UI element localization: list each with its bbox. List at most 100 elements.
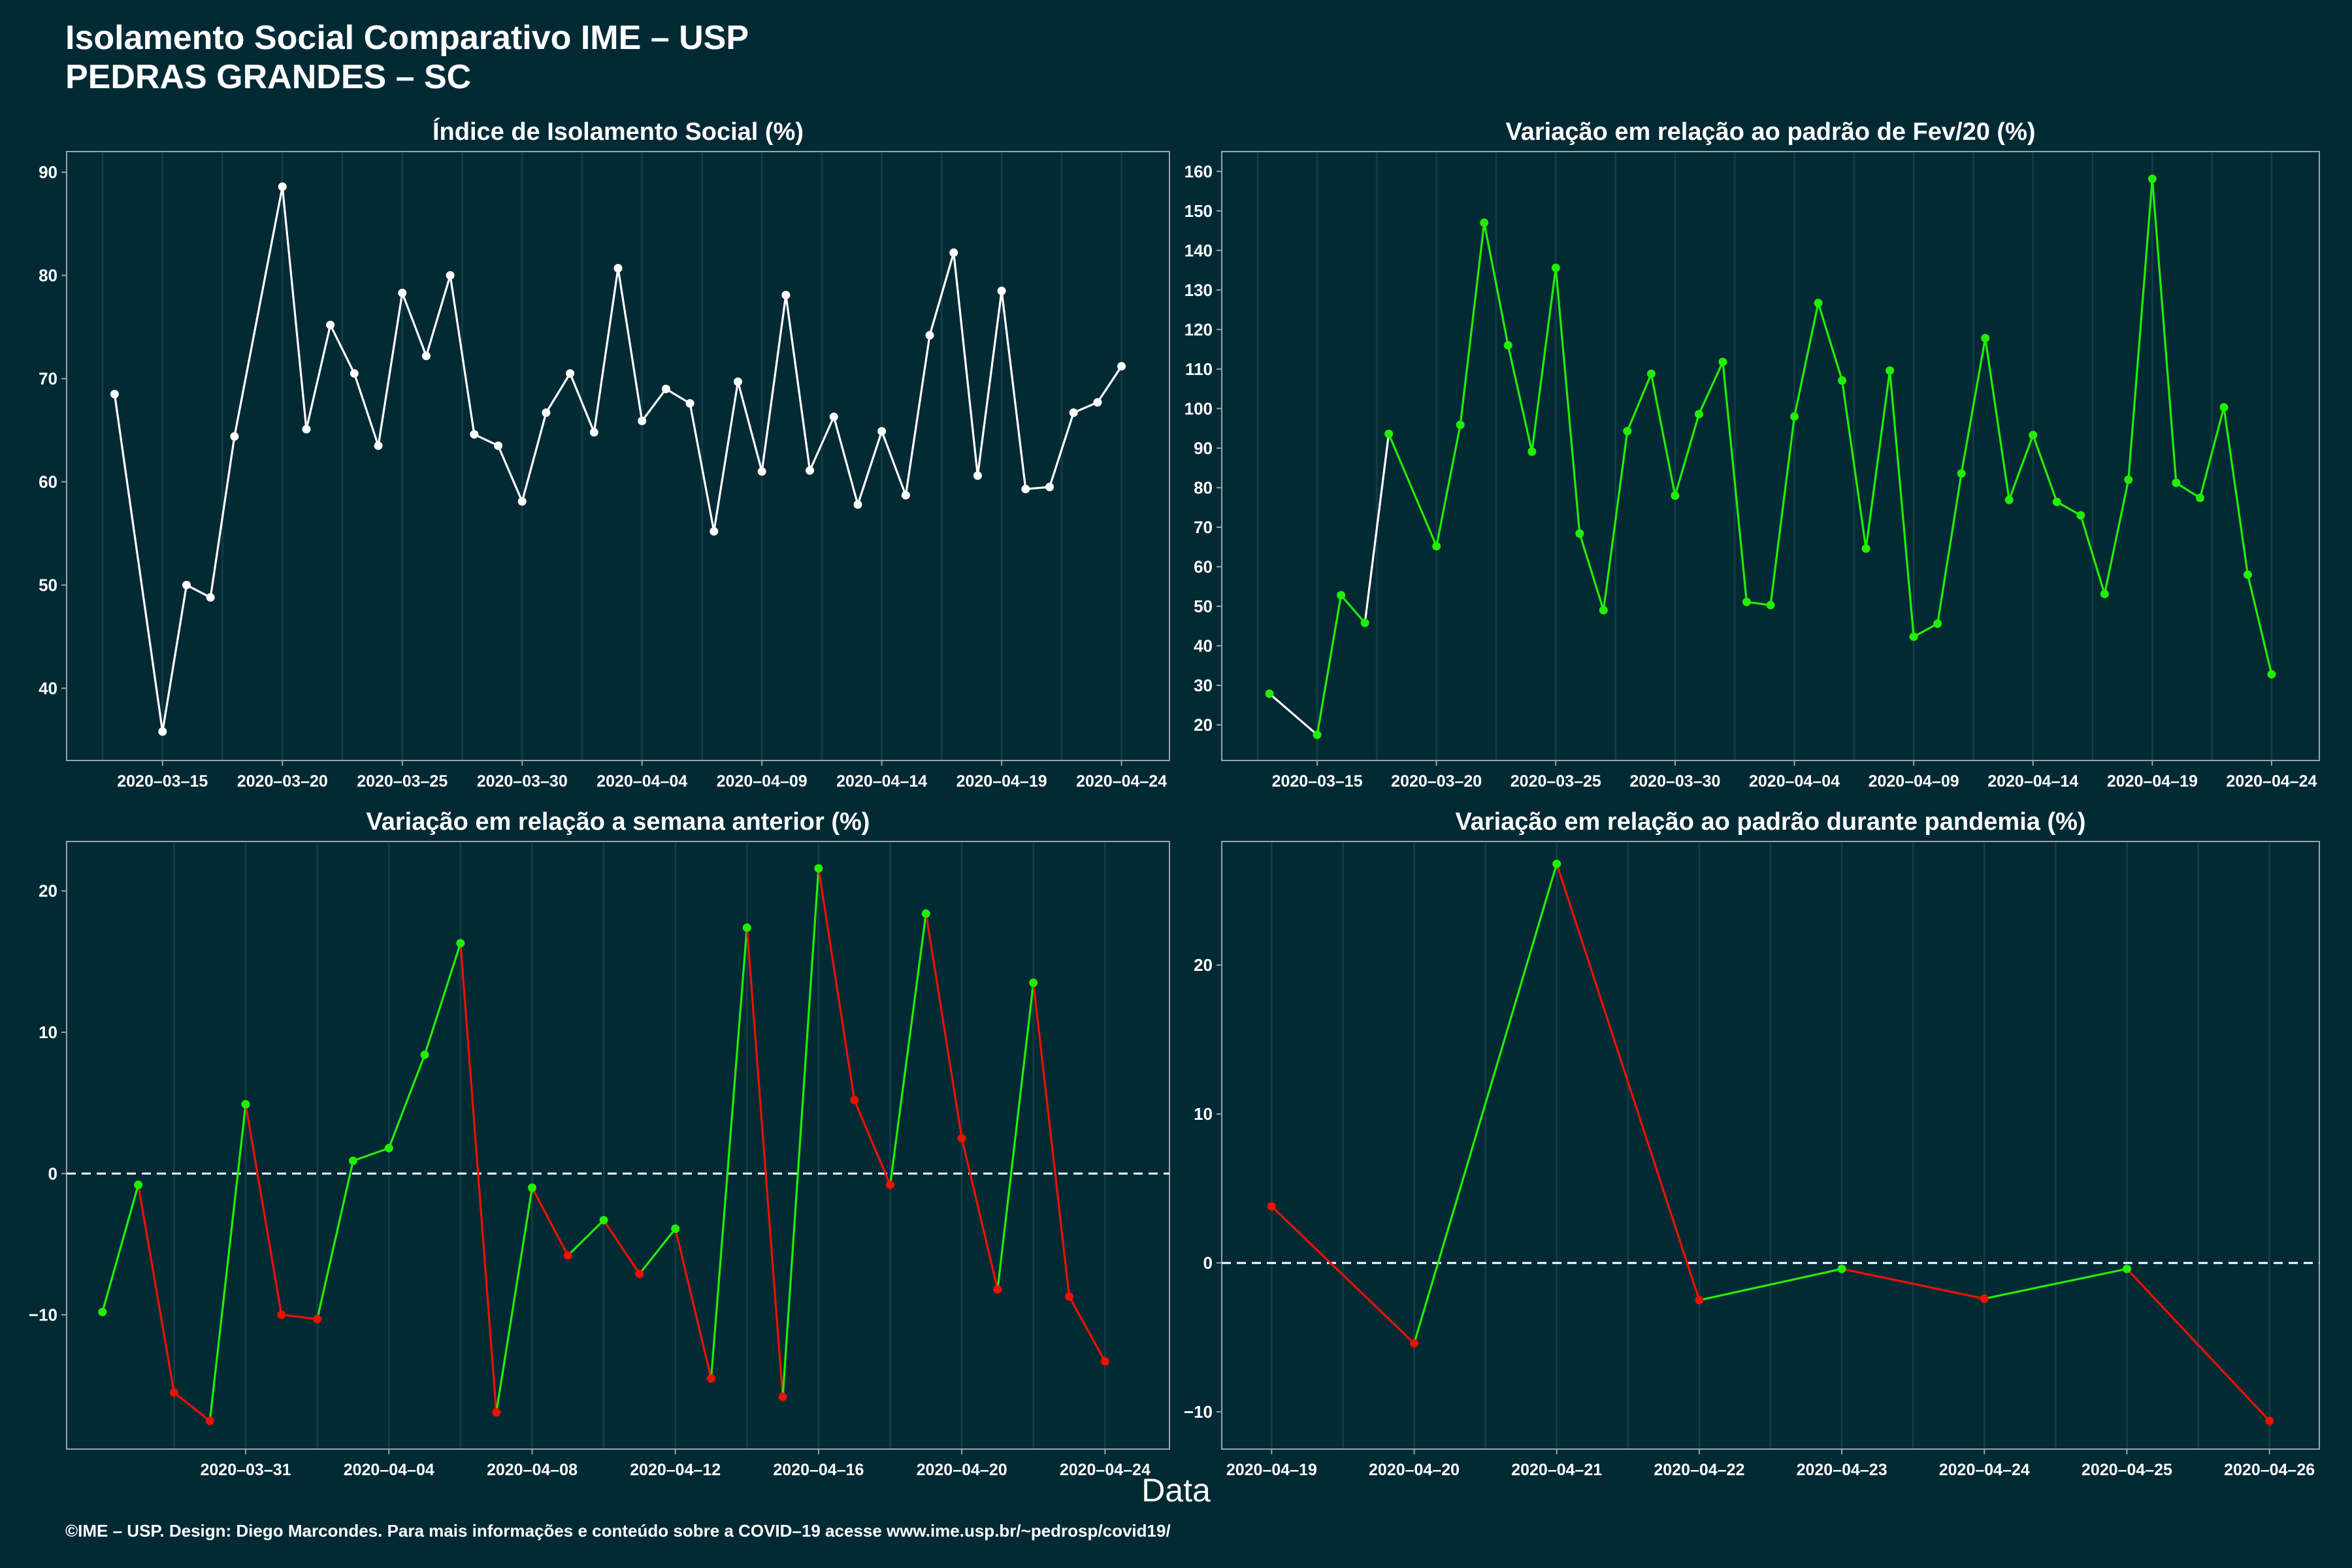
data-point	[182, 580, 191, 589]
series-segment	[1626, 373, 1652, 432]
data-point	[1837, 1264, 1846, 1273]
series-segment	[928, 252, 955, 336]
data-point	[1695, 1296, 1704, 1305]
series-segment	[976, 291, 1003, 476]
series-segment	[233, 186, 284, 437]
data-point	[527, 1183, 536, 1192]
data-point	[2148, 174, 2157, 184]
series-segment	[832, 416, 859, 505]
chart-title: Variação em relação a semana anterior (%…	[367, 808, 870, 836]
data-point	[613, 264, 623, 273]
series-segment	[889, 913, 927, 1185]
series-segment	[567, 1219, 605, 1256]
data-point	[421, 351, 431, 361]
series-segment	[996, 983, 1035, 1290]
data-point	[350, 369, 359, 378]
series-segment	[449, 275, 476, 435]
series-segment	[173, 1392, 211, 1422]
data-point	[1957, 469, 1966, 478]
x-tick-label: 2020–03–30	[1629, 772, 1720, 791]
series-segment	[305, 325, 332, 430]
data-point	[1337, 591, 1346, 600]
series-segment	[208, 1104, 247, 1421]
chart-title: Índice de Isolamento Social (%)	[433, 117, 804, 146]
data-point	[1480, 218, 1489, 227]
data-point	[1527, 447, 1537, 456]
series-segment	[137, 1184, 175, 1393]
data-point	[949, 248, 958, 257]
series-segment	[1073, 401, 1098, 414]
x-tick-label: 2020–04–24	[1939, 1461, 2030, 1479]
y-tick-label: 60	[39, 472, 57, 491]
data-point	[973, 471, 982, 480]
data-point	[921, 909, 930, 918]
data-point	[1045, 482, 1054, 491]
series-segment	[2127, 178, 2153, 480]
series-segment	[593, 268, 619, 433]
series-segment	[1889, 370, 1915, 637]
series-segment	[1722, 361, 1748, 602]
series-segment	[186, 584, 211, 598]
series-segment	[1793, 302, 1820, 417]
series-segment	[1840, 380, 1867, 549]
x-tick-label: 2020–04–25	[2082, 1461, 2172, 1479]
x-tick-label: 2020–04–19	[2107, 772, 2198, 791]
series-segment	[1865, 370, 1891, 549]
series-segment	[1000, 291, 1027, 489]
data-point	[446, 271, 455, 280]
series-segment	[785, 295, 811, 471]
series-segment	[641, 388, 667, 422]
y-tick-label: 10	[1194, 1104, 1213, 1124]
series-segment	[281, 186, 308, 430]
data-point	[806, 466, 815, 475]
data-point	[1552, 859, 1561, 868]
x-tick-label: 2020–04–04	[596, 772, 687, 791]
y-tick-label: −10	[1184, 1402, 1213, 1422]
chart-variation-week: Variação em relação a semana anterior (%…	[29, 808, 1170, 1479]
page-title: Isolamento Social Comparativo IME – USP	[65, 19, 749, 57]
y-tick-label: 40	[39, 678, 57, 698]
series-segment	[710, 927, 748, 1379]
data-point	[1432, 542, 1441, 551]
series-segment	[713, 382, 740, 532]
data-point	[2052, 497, 2061, 506]
y-tick-label: 90	[39, 163, 57, 182]
data-point	[993, 1285, 1002, 1294]
data-point	[901, 491, 910, 500]
x-tick-label: 2020–04–09	[1869, 772, 1959, 791]
y-tick-label: 50	[39, 575, 57, 595]
data-point	[205, 1416, 214, 1426]
series-segment	[2032, 434, 2058, 502]
y-tick-label: 60	[1194, 557, 1213, 576]
data-point	[110, 389, 119, 399]
series-segment	[1674, 414, 1700, 496]
y-tick-label: 20	[1194, 715, 1213, 735]
series-segment	[2008, 434, 2034, 500]
series-segment	[760, 295, 787, 472]
data-point	[1313, 730, 1322, 740]
data-point	[241, 1100, 250, 1109]
x-tick-label: 2020–04–22	[1654, 1461, 1744, 1479]
series-segment	[1507, 345, 1533, 452]
data-point	[850, 1096, 859, 1105]
x-tick-label: 2020–04–16	[773, 1461, 864, 1479]
data-point	[1456, 420, 1465, 429]
data-point	[348, 1156, 357, 1166]
chart-isolation-index: Índice de Isolamento Social (%) 40 50 60 70 8…	[39, 117, 1170, 791]
series-segment	[924, 913, 963, 1139]
x-tick-label: 2020–03–20	[237, 772, 328, 791]
series-segment	[1554, 267, 1581, 534]
series-segment	[425, 275, 451, 357]
series-segment	[1096, 365, 1122, 403]
series-segment	[638, 1228, 676, 1275]
data-point	[757, 467, 766, 476]
y-tick-label: 0	[1203, 1253, 1213, 1273]
x-tick-label: 2020–04–04	[1749, 772, 1840, 791]
data-point	[829, 412, 838, 421]
y-tick-label: 50	[1194, 596, 1213, 616]
series-segment	[316, 1160, 355, 1320]
data-point	[2195, 493, 2204, 502]
x-tick-label: 2020–04–14	[1987, 772, 2078, 791]
series-segment	[377, 293, 404, 446]
data-point	[1029, 978, 1038, 987]
